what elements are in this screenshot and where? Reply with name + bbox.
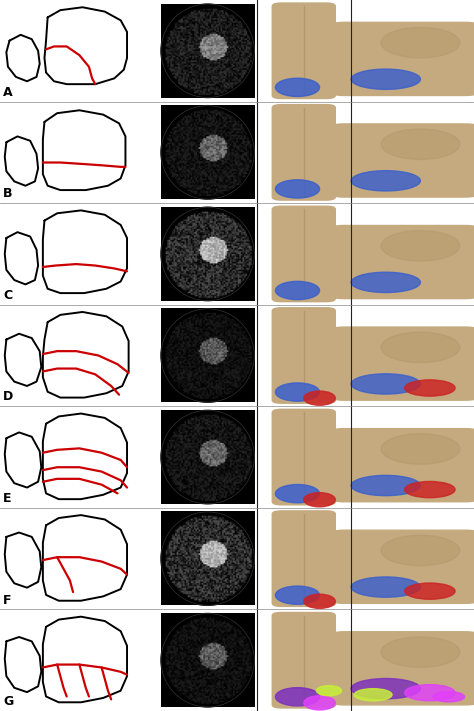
- Ellipse shape: [405, 380, 455, 396]
- Ellipse shape: [381, 332, 460, 363]
- FancyBboxPatch shape: [272, 612, 335, 708]
- Ellipse shape: [275, 479, 338, 501]
- FancyBboxPatch shape: [326, 429, 474, 502]
- Ellipse shape: [161, 512, 254, 605]
- Ellipse shape: [275, 78, 319, 97]
- Text: G: G: [3, 695, 13, 708]
- Ellipse shape: [381, 28, 460, 58]
- FancyBboxPatch shape: [272, 511, 335, 606]
- Ellipse shape: [351, 171, 420, 191]
- FancyBboxPatch shape: [326, 327, 474, 400]
- Ellipse shape: [381, 230, 460, 261]
- Ellipse shape: [304, 391, 335, 405]
- Ellipse shape: [161, 207, 254, 301]
- Ellipse shape: [275, 72, 338, 95]
- Ellipse shape: [405, 583, 455, 599]
- Ellipse shape: [275, 484, 319, 503]
- Text: E: E: [3, 492, 12, 505]
- Ellipse shape: [351, 678, 420, 699]
- Ellipse shape: [433, 692, 465, 702]
- Ellipse shape: [275, 180, 319, 198]
- Ellipse shape: [381, 129, 460, 159]
- Ellipse shape: [161, 410, 254, 504]
- FancyBboxPatch shape: [326, 225, 474, 299]
- Text: D: D: [3, 390, 13, 403]
- Ellipse shape: [275, 173, 338, 196]
- FancyBboxPatch shape: [272, 206, 335, 301]
- Ellipse shape: [381, 535, 460, 566]
- Ellipse shape: [351, 272, 420, 292]
- Ellipse shape: [351, 476, 420, 496]
- Ellipse shape: [275, 383, 319, 401]
- Text: B: B: [3, 187, 13, 201]
- Ellipse shape: [275, 275, 338, 298]
- Ellipse shape: [381, 637, 460, 668]
- FancyBboxPatch shape: [326, 530, 474, 604]
- Ellipse shape: [317, 685, 342, 696]
- Text: A: A: [3, 85, 13, 99]
- Ellipse shape: [351, 577, 420, 597]
- Ellipse shape: [161, 309, 254, 402]
- Ellipse shape: [161, 614, 254, 707]
- Ellipse shape: [405, 685, 455, 701]
- FancyBboxPatch shape: [272, 410, 335, 505]
- Ellipse shape: [275, 282, 319, 299]
- FancyBboxPatch shape: [272, 3, 335, 99]
- FancyBboxPatch shape: [326, 632, 474, 705]
- Ellipse shape: [354, 689, 392, 701]
- Text: C: C: [3, 289, 12, 301]
- Ellipse shape: [161, 106, 254, 199]
- FancyBboxPatch shape: [272, 308, 335, 403]
- Ellipse shape: [351, 374, 420, 394]
- Ellipse shape: [405, 481, 455, 498]
- Ellipse shape: [275, 688, 319, 706]
- Ellipse shape: [351, 69, 420, 90]
- Ellipse shape: [275, 682, 338, 704]
- FancyBboxPatch shape: [326, 124, 474, 197]
- Ellipse shape: [381, 434, 460, 464]
- Ellipse shape: [275, 580, 338, 602]
- Ellipse shape: [304, 493, 335, 507]
- Ellipse shape: [304, 696, 335, 710]
- FancyBboxPatch shape: [272, 105, 335, 200]
- Ellipse shape: [275, 586, 319, 604]
- Ellipse shape: [161, 4, 254, 97]
- Text: F: F: [3, 594, 12, 606]
- FancyBboxPatch shape: [326, 22, 474, 95]
- Ellipse shape: [275, 377, 338, 399]
- Ellipse shape: [304, 594, 335, 609]
